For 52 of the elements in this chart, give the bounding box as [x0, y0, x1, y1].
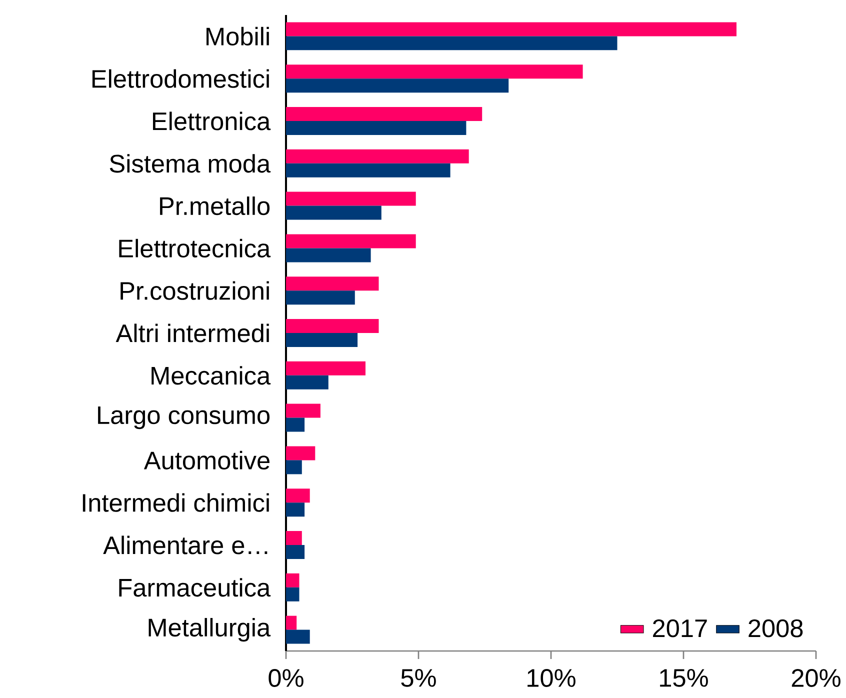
bar — [286, 192, 416, 206]
bar — [286, 488, 310, 503]
bar — [286, 404, 320, 418]
bar — [286, 64, 583, 79]
y-tick-label: Elettronica — [153, 112, 271, 130]
bar — [286, 234, 416, 248]
y-tick-label: Meccanica — [152, 366, 271, 385]
bar — [286, 418, 305, 432]
bar — [286, 276, 379, 291]
y-tick-label: Largo consumo — [98, 406, 270, 430]
bar — [286, 361, 366, 376]
bar — [286, 502, 305, 517]
bar — [286, 120, 466, 135]
bar — [286, 375, 328, 390]
y-tick-label: Farmaceutica — [119, 578, 271, 597]
x-tick-label: 10% — [528, 669, 576, 687]
bar — [286, 630, 310, 644]
bar — [286, 460, 302, 474]
y-tick-label: Pr.costruzioni — [120, 281, 269, 300]
bar — [286, 163, 450, 178]
bar — [286, 616, 297, 630]
bar — [286, 78, 509, 93]
y-tick-label: Alimentare e… — [103, 536, 268, 554]
bar — [286, 332, 358, 347]
x-tick-label: 20% — [792, 669, 840, 687]
y-tick-label: Metallurgia — [148, 618, 271, 642]
bar — [286, 36, 618, 50]
bar — [286, 290, 355, 305]
bar — [286, 544, 305, 559]
legend-label: 2008 — [748, 619, 803, 638]
bar — [286, 319, 379, 333]
x-tick-label: 5% — [401, 669, 436, 687]
legend-label: 2017 — [653, 619, 707, 638]
x-tick-label: 15% — [660, 669, 708, 687]
bar — [286, 248, 371, 262]
x-tick-label: 0% — [268, 669, 304, 687]
bar — [286, 446, 316, 460]
y-tick-label: Intermedi chimici — [82, 493, 269, 512]
y-tick-label: Altri intermedi — [116, 324, 269, 342]
y-tick-label: Automotive — [144, 450, 270, 470]
bar — [286, 22, 736, 36]
y-tick-label: Elettrodomestici — [92, 69, 269, 88]
bar — [286, 573, 300, 588]
y-tick-label: Mobili — [206, 26, 269, 46]
y-tick-label: Pr.metallo — [160, 196, 270, 216]
bar — [286, 531, 302, 545]
bar — [286, 587, 300, 602]
bar — [286, 107, 482, 121]
y-tick-label: Elettrotecnica — [119, 238, 271, 258]
bar — [286, 149, 469, 164]
bar — [286, 206, 382, 220]
y-tick-label: Sistema moda — [110, 154, 271, 173]
